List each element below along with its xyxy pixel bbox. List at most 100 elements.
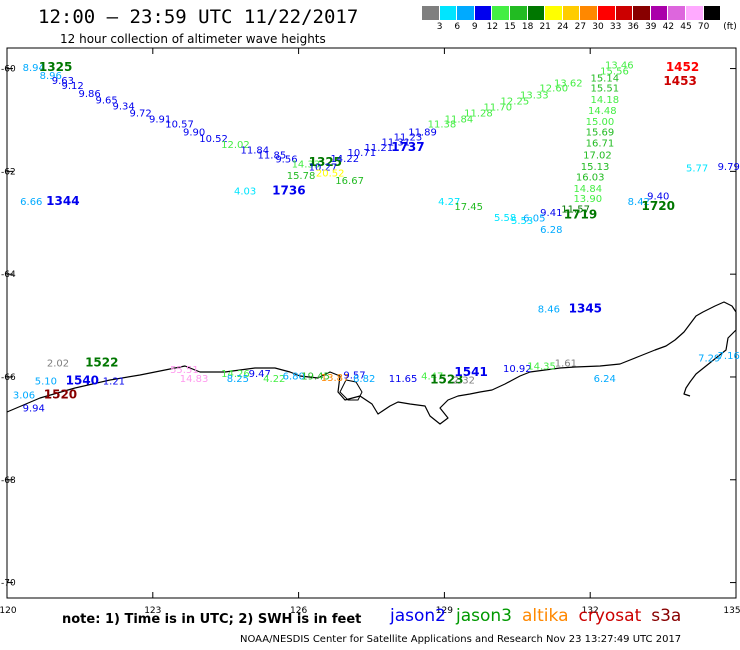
y-tick-label: -70 (1, 579, 16, 589)
wave-height-label: 15.69 (586, 127, 615, 138)
y-tick-label: -62 (1, 167, 16, 177)
wave-height-label: 2.02 (47, 359, 69, 370)
wave-height-label: 9.90 (183, 127, 205, 138)
wave-height-label: 16.67 (335, 176, 364, 187)
wave-height-label: 4.27 (438, 197, 460, 208)
pass-time-label: 1523 (430, 373, 463, 387)
satellite-legend-jason2: jason2 (390, 606, 446, 626)
wave-height-label: 17.02 (583, 151, 612, 162)
map-title: 12:00 – 23:59 UTC 11/22/2017 (38, 6, 359, 28)
legend-swatch (668, 6, 686, 20)
wave-height-label: 15.13 (581, 162, 610, 173)
wave-height-label: 1.61 (555, 359, 577, 370)
pass-time-label: 1720 (642, 199, 675, 213)
wave-height-label: 9.34 (113, 102, 135, 113)
wave-height-label: 7.16 (718, 351, 740, 362)
legend-tick-label: 6 (454, 22, 461, 32)
legend-tick-label: 45 (680, 22, 692, 32)
legend-tick-label: 18 (521, 22, 534, 32)
wave-height-label: 5.77 (686, 163, 708, 174)
legend-swatch (685, 6, 704, 20)
wave-height-label: 16.03 (576, 173, 605, 184)
wave-height-label: 14.83 (180, 374, 209, 385)
satellite-legend-cryosat: cryosat (578, 606, 642, 626)
legend-swatch (597, 6, 616, 20)
footer-note: note: 1) Time is in UTC; 2) SWH is in fe… (62, 612, 362, 627)
wave-height-label: 11.57 (561, 204, 590, 215)
wave-height-label: 11.65 (389, 374, 418, 385)
wave-height-label: 15.00 (586, 117, 615, 128)
legend-swatch (562, 6, 581, 20)
wave-height-label: 15.56 (600, 67, 629, 78)
wave-height-label: 14.26 (221, 369, 250, 380)
wave-height-label: 11.31 (381, 138, 410, 149)
legend-swatch (492, 6, 510, 20)
legend-unit-label: (ft) (723, 22, 737, 32)
wave-height-label: 10.71 (347, 148, 376, 159)
legend-tick-label: 21 (539, 22, 551, 32)
wave-height-label: 11.23 (394, 133, 423, 144)
x-tick-label: 135 (723, 606, 740, 616)
legend-tick-label: 33 (609, 22, 622, 32)
legend-swatch (615, 6, 634, 20)
wave-height-label: 14.48 (588, 106, 617, 117)
wave-height-label: 11.21 (364, 143, 393, 154)
y-tick-label: -66 (1, 373, 16, 383)
wave-height-label: 14.33 (292, 159, 321, 170)
legend-swatch (422, 6, 440, 20)
satellite-legend-s3a: s3a (651, 606, 682, 626)
pass-time-label: 1737 (391, 140, 424, 154)
wave-height-label: 6.28 (540, 225, 562, 236)
legend-tick-label: 3 (436, 22, 443, 32)
wave-height-label: 9.91 (149, 115, 171, 126)
wave-height-label: 9.72 (130, 108, 152, 119)
wave-height-label: 15.78 (287, 171, 316, 182)
wave-height-label: 10.57 (165, 120, 194, 131)
x-tick-label: 123 (144, 606, 161, 616)
pass-time-label: 1540 (66, 374, 99, 388)
wave-height-label: 13.46 (605, 61, 634, 72)
map-frame (6, 47, 737, 599)
wave-height-label: 9.79 (718, 162, 740, 173)
y-tick-label: -60 (1, 65, 16, 75)
y-tick-label: -68 (1, 476, 16, 486)
wave-height-label: 9.86 (78, 89, 100, 100)
wave-height-label: 6.66 (20, 197, 42, 208)
legend-tick-label: 15 (504, 22, 516, 32)
wave-height-label: 9.12 (61, 81, 83, 92)
wave-height-label: 13.33 (520, 90, 549, 101)
legend-swatch (545, 6, 563, 20)
legend-swatch (527, 6, 546, 20)
wave-height-label: 6.80 (283, 372, 305, 383)
wave-height-label: 13.62 (554, 79, 583, 90)
wave-height-label: 9.40 (647, 192, 669, 203)
legend-tick-label: 36 (627, 22, 639, 32)
legend-swatch (457, 6, 475, 20)
wave-height-label: 11.28 (464, 108, 493, 119)
wave-height-label: 4.03 (234, 186, 256, 197)
wave-height-label: 10.27 (309, 162, 338, 173)
pass-time-label: 1541 (454, 365, 487, 379)
wave-height-label: 11.89 (408, 127, 437, 138)
pass-time-label: 1453 (663, 74, 696, 88)
wave-height-label: 6.05 (523, 214, 545, 225)
wave-height-label: 6.24 (594, 374, 616, 385)
wave-height-label: 5.58 (494, 213, 516, 224)
legend-swatch (633, 6, 651, 20)
color-scale-legend (422, 6, 722, 20)
legend-swatch (439, 6, 458, 20)
wave-height-label: 1.21 (103, 377, 125, 388)
legend-tick-label: 9 (471, 22, 478, 32)
wave-height-label: 16.71 (586, 139, 615, 150)
pass-time-label: 1520 (44, 388, 77, 402)
legend-tick-label: 24 (557, 22, 569, 32)
pass-time-label: 1452 (666, 60, 699, 74)
wave-height-label: 13.90 (573, 194, 602, 205)
legend-tick-label: 39 (645, 22, 657, 32)
wave-height-label: 9.57 (343, 371, 365, 382)
x-tick-label: 129 (436, 606, 453, 616)
wave-height-label: 11.38 (428, 120, 457, 131)
pass-time-label: 1736 (272, 183, 305, 197)
satellite-legend-altika: altika (522, 606, 569, 626)
wave-height-label: 9.94 (23, 403, 45, 414)
